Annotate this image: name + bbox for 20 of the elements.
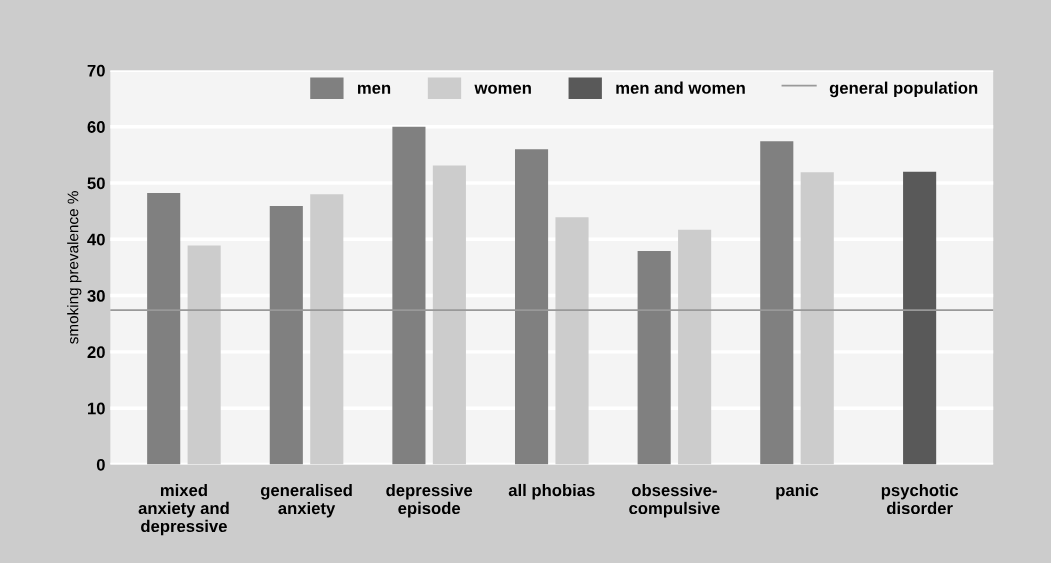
y-axis-title: smoking prevalence % bbox=[67, 191, 82, 344]
y-tick-label: 20 bbox=[87, 346, 105, 359]
y-tick-label: 10 bbox=[88, 402, 105, 415]
x-tick-label: obsessive- compulsive bbox=[629, 483, 720, 518]
y-tick-label: 60 bbox=[87, 121, 105, 133]
legend-label: men and women bbox=[616, 81, 745, 94]
x-tick-label: psychotic disorder bbox=[881, 483, 959, 515]
y-tick-label: 30 bbox=[87, 289, 105, 302]
y-tick-label: 50 bbox=[87, 177, 105, 190]
x-tick-label: depressive episode bbox=[386, 483, 473, 518]
x-tick-label: mixed anxiety and depressive bbox=[138, 483, 229, 536]
legend-label: women bbox=[474, 84, 531, 94]
y-tick-label: 0 bbox=[96, 458, 105, 471]
x-tick-label: generalised anxiety bbox=[260, 483, 352, 518]
y-tick-label: 70 bbox=[87, 64, 105, 77]
y-tick-label: 40 bbox=[87, 233, 105, 246]
x-tick-label: all phobias bbox=[508, 483, 595, 500]
legend-label: general population bbox=[829, 81, 978, 98]
x-tick-label: panic bbox=[776, 483, 819, 500]
legend-label: men bbox=[357, 84, 391, 94]
